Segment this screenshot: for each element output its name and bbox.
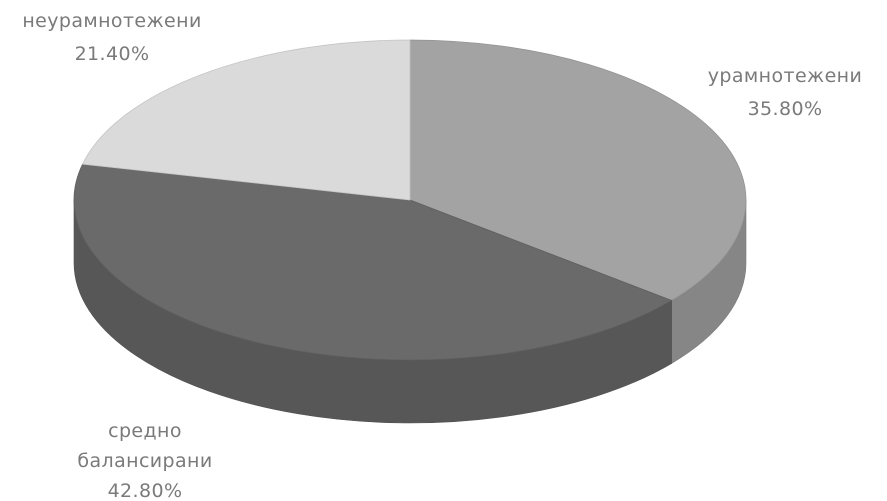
slice-label-moderately-balanced-line2: балансирани — [77, 450, 212, 472]
slice-label-moderately-balanced-line1: средно — [108, 420, 182, 442]
pie-slices — [73, 39, 747, 424]
pie-slice-moderately-balanced — [73, 163, 673, 361]
slice-value-moderately-balanced: 42.80% — [108, 480, 183, 501]
slice-label-balanced: урамнотежени — [708, 65, 862, 87]
pie-slice-balanced — [409, 39, 747, 301]
slice-label-unbalanced: неурамнотежени — [22, 10, 201, 32]
pie-labels: урамнотежени 35.80% средно балансирани 4… — [22, 10, 862, 501]
slice-value-balanced: 35.80% — [748, 98, 823, 120]
pie-slice-unbalanced — [81, 39, 411, 201]
slice-value-unbalanced: 21.40% — [75, 43, 150, 65]
